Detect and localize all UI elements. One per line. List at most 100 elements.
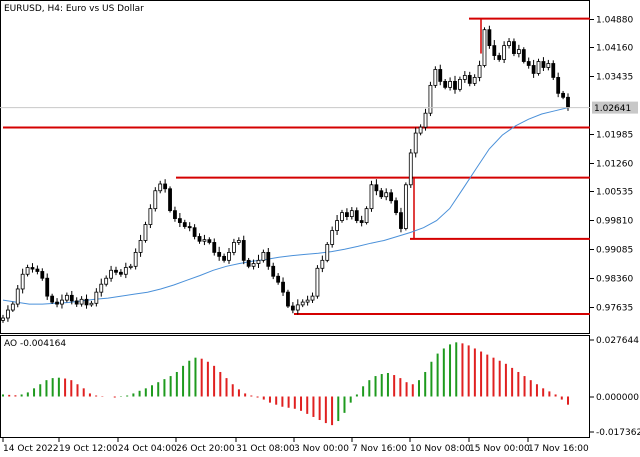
candle-body-up <box>310 295 315 301</box>
candle <box>281 277 285 296</box>
price-pane[interactable]: EURUSD, H4: Euro vs US Dollar <box>0 0 590 334</box>
candle-body-down <box>173 210 177 219</box>
symbol-title: EURUSD, H4: Euro vs US Dollar <box>4 4 144 14</box>
candle-body-up <box>403 184 408 229</box>
price-tick-label: 0.98360 <box>596 275 633 285</box>
candle-body-up <box>10 303 15 311</box>
candle-body-up <box>99 283 104 293</box>
time-tick-label: 3 Nov 00:00 <box>294 444 349 454</box>
price-tick-label: 0.99810 <box>596 217 633 227</box>
candle <box>403 182 408 231</box>
candle <box>536 58 541 76</box>
candle <box>438 64 443 86</box>
candle-body-down <box>177 218 182 223</box>
candle-body-up <box>94 291 99 304</box>
candle-body-up <box>349 210 354 217</box>
candle-body-up <box>1 317 5 321</box>
candle <box>453 75 457 94</box>
candle <box>487 25 492 49</box>
candle <box>6 305 10 322</box>
candle-body-down <box>207 239 212 243</box>
candle <box>556 72 561 98</box>
level-lines[interactable] <box>3 17 590 316</box>
candle <box>482 27 487 68</box>
price-tick-label: 1.00535 <box>596 188 633 198</box>
candle <box>153 187 158 212</box>
candle <box>123 262 128 279</box>
candle <box>428 81 433 117</box>
candle-body-down <box>379 190 384 198</box>
candle-body-up <box>128 265 133 268</box>
candle-body-up <box>261 251 266 261</box>
candle <box>222 253 226 263</box>
candle-body-down <box>354 210 359 221</box>
candle-body-up <box>364 208 369 223</box>
candle-body-down <box>84 298 89 306</box>
candle-body-up <box>384 192 389 198</box>
candle <box>320 255 325 273</box>
candle-body-down <box>526 61 531 66</box>
candle-body-down <box>453 80 457 90</box>
candle <box>266 248 271 270</box>
candle <box>64 292 69 303</box>
candle-body-down <box>246 259 251 267</box>
candle-body-down <box>399 212 403 229</box>
price-tick-label: 0.97635 <box>596 304 633 314</box>
candle <box>94 288 99 307</box>
candle-body-up <box>472 77 477 84</box>
candle-body-down <box>389 192 394 202</box>
candle-body-up <box>148 208 153 225</box>
candle-body-up <box>536 61 541 74</box>
candle <box>497 52 502 62</box>
candle <box>472 74 477 86</box>
current-price-tag: 1.02641 <box>592 101 638 114</box>
candle-body-up <box>6 309 10 319</box>
candle <box>423 108 428 131</box>
candle-body-down <box>241 240 246 261</box>
candle <box>408 148 413 188</box>
candle <box>20 268 25 294</box>
candle-body-up <box>546 63 551 68</box>
candle-body-up <box>20 273 25 290</box>
candle <box>354 207 359 224</box>
candle <box>335 215 339 235</box>
candle-body-down <box>55 301 59 305</box>
candle-body-up <box>340 212 344 221</box>
candle <box>359 215 364 227</box>
candle <box>241 235 246 265</box>
candle-body-down <box>114 269 118 273</box>
candle-body-up <box>408 152 413 186</box>
candle-body-up <box>325 244 330 261</box>
candle-body-down <box>182 222 187 227</box>
candle <box>394 197 398 216</box>
candle <box>345 208 349 221</box>
ao-indicator-pane[interactable]: AO -0.004164 <box>0 335 590 438</box>
candle <box>443 79 448 90</box>
candle-body-down <box>438 69 443 82</box>
candle <box>433 66 438 88</box>
candle <box>340 209 344 223</box>
candle-body-down <box>359 220 364 223</box>
candle <box>79 296 84 307</box>
candle <box>364 206 369 225</box>
time-tick-label: 24 Oct 04:00 <box>118 444 177 454</box>
candle-body-up <box>123 267 128 275</box>
candle <box>516 44 521 58</box>
candle-body-down <box>197 236 202 242</box>
candle <box>128 263 133 270</box>
candle-body-down <box>163 183 168 190</box>
candle <box>187 222 192 232</box>
candle-body-down <box>187 226 192 229</box>
candle <box>379 187 384 199</box>
candle <box>462 71 467 83</box>
candle-body-up <box>133 251 138 267</box>
candle-body-up <box>507 41 511 47</box>
candle <box>217 246 222 261</box>
candle-body-down <box>222 255 226 261</box>
candle <box>384 188 389 201</box>
candle-body-up <box>60 299 64 305</box>
candle-body-down <box>492 45 497 56</box>
candle <box>389 189 394 204</box>
ao-tick-zero: 0.000000 <box>596 393 639 403</box>
